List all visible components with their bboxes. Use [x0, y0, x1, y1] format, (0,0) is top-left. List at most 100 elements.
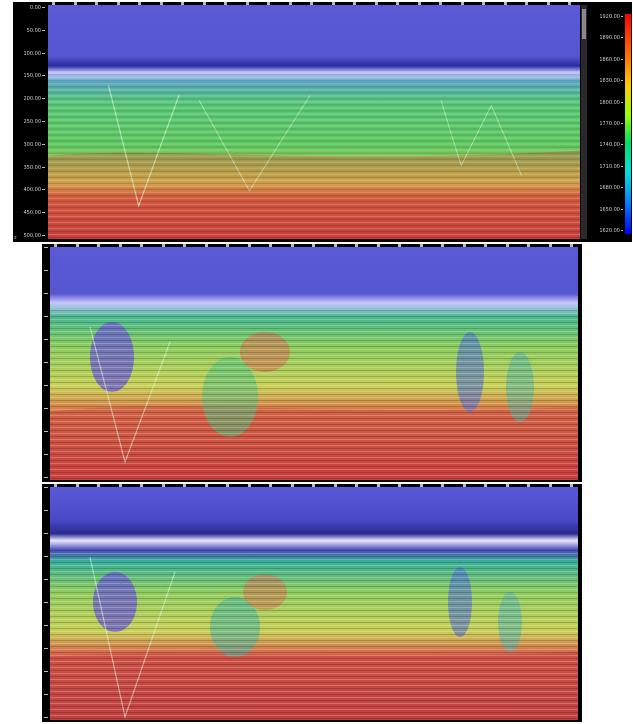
trace-tick-mark: [333, 244, 337, 247]
trace-tick-mark: [245, 2, 249, 5]
trace-tick-mark: [376, 484, 380, 487]
trace-tick-mark: [505, 484, 509, 487]
trace-tick-mark: [269, 484, 272, 487]
depth-tick-mark: [44, 454, 48, 455]
depth-tick-label: 50.00: [27, 28, 45, 34]
depth-tick-label: 200.00: [24, 96, 46, 102]
velocity-section: [50, 487, 578, 720]
top-tick-row: [48, 2, 580, 5]
depth-tick-mark: [44, 487, 48, 488]
trace-tick-mark: [226, 484, 229, 487]
trace-tick-mark: [161, 484, 165, 487]
trace-tick-mark: [159, 2, 163, 5]
colorbar-tick-label: 1800.00: [596, 100, 623, 106]
trace-tick-mark: [118, 244, 122, 247]
trace-tick-mark: [95, 2, 98, 5]
seismic-panel-bottom: [42, 484, 582, 722]
seismic-image: [50, 247, 578, 480]
depth-tick-mark: [44, 533, 48, 534]
trace-tick-mark: [527, 484, 530, 487]
trace-tick-mark: [333, 484, 337, 487]
depth-tick-label: 0.00: [30, 5, 45, 11]
trace-tick-mark: [183, 244, 186, 247]
trace-tick-mark: [460, 2, 464, 5]
vertical-scrollbar[interactable]: [581, 5, 587, 239]
trace-tick-mark: [161, 244, 165, 247]
trace-tick-mark: [226, 244, 229, 247]
trace-tick-mark: [374, 2, 378, 5]
depth-tick-mark: [44, 431, 48, 432]
trace-tick-mark: [462, 244, 466, 247]
seismic-panel-middle: [42, 244, 582, 482]
velocity-section: [48, 5, 580, 239]
colorbar-tick-label: 1680.00: [596, 185, 623, 191]
trace-tick-mark: [247, 484, 251, 487]
trace-tick-mark: [118, 484, 122, 487]
trace-tick-mark: [484, 484, 487, 487]
trace-tick-mark: [548, 484, 552, 487]
depth-tick-label: 150.00: [24, 73, 46, 79]
colorbar-tick-label: 1920.00: [596, 14, 623, 20]
trace-tick-mark: [398, 484, 401, 487]
depth-tick-label: 450.00: [24, 210, 46, 216]
trace-tick-mark: [52, 2, 55, 5]
scrollbar-thumb[interactable]: [582, 9, 586, 39]
colorbar-tick-label: 1770.00: [596, 121, 623, 127]
trace-tick-mark: [224, 2, 227, 5]
depth-tick-mark: [44, 477, 48, 478]
depth-tick-label: 500.00: [24, 233, 46, 239]
trace-tick-mark: [331, 2, 335, 5]
trace-tick-mark: [355, 244, 358, 247]
trace-tick-mark: [419, 484, 423, 487]
trace-tick-mark: [527, 244, 530, 247]
depth-tick-mark: [44, 717, 48, 718]
trace-tick-mark: [140, 244, 143, 247]
depth-tick-mark: [44, 694, 48, 695]
depth-tick-label: 400.00: [24, 187, 46, 193]
trace-tick-mark: [181, 2, 184, 5]
depth-tick-label: 100.00: [24, 51, 46, 57]
depth-tick-mark: [44, 385, 48, 386]
trace-tick-mark: [525, 2, 528, 5]
trace-tick-mark: [548, 244, 552, 247]
trace-tick-mark: [116, 2, 120, 5]
trace-tick-mark: [269, 244, 272, 247]
colorbar-tick-label: 1710.00: [596, 164, 623, 170]
depth-tick-mark: [44, 339, 48, 340]
trace-tick-mark: [376, 244, 380, 247]
depth-tick-mark: [44, 247, 48, 248]
trace-tick-mark: [97, 244, 100, 247]
depth-tick-mark: [44, 510, 48, 511]
depth-tick-label: 350.00: [24, 165, 46, 171]
trace-tick-mark: [204, 244, 208, 247]
trace-tick-mark: [505, 244, 509, 247]
colorbar-tick-label: 1620.00: [596, 228, 623, 234]
depth-tick-mark: [44, 293, 48, 294]
trace-tick-mark: [355, 484, 358, 487]
trace-tick-mark: [97, 484, 100, 487]
trace-tick-mark: [312, 484, 315, 487]
trace-tick-mark: [204, 484, 208, 487]
depth-tick-mark: [44, 602, 48, 603]
top-tick-row: [50, 244, 578, 247]
trace-tick-mark: [482, 2, 485, 5]
trace-tick-mark: [484, 244, 487, 247]
depth-axis: 0.00 50.00 100.00 150.00 200.00 250.00 300.00 3…: [13, 5, 47, 239]
depth-tick-mark: [44, 648, 48, 649]
trace-tick-mark: [290, 484, 294, 487]
trace-tick-mark: [140, 484, 143, 487]
trace-tick-mark: [398, 244, 401, 247]
colorbar-tick-label: 1830.00: [596, 78, 623, 84]
colorbar-tick-label: 1740.00: [596, 142, 623, 148]
trace-tick-mark: [73, 2, 77, 5]
trace-tick-mark: [75, 244, 79, 247]
depth-tick-mark: [44, 408, 48, 409]
trace-tick-mark: [54, 244, 57, 247]
depth-tick-mark: [44, 671, 48, 672]
depth-tick-mark: [44, 556, 48, 557]
trace-tick-mark: [419, 244, 423, 247]
axis-corner-label: z: [14, 235, 17, 241]
trace-tick-mark: [54, 484, 57, 487]
trace-tick-mark: [353, 2, 356, 5]
trace-tick-mark: [312, 244, 315, 247]
